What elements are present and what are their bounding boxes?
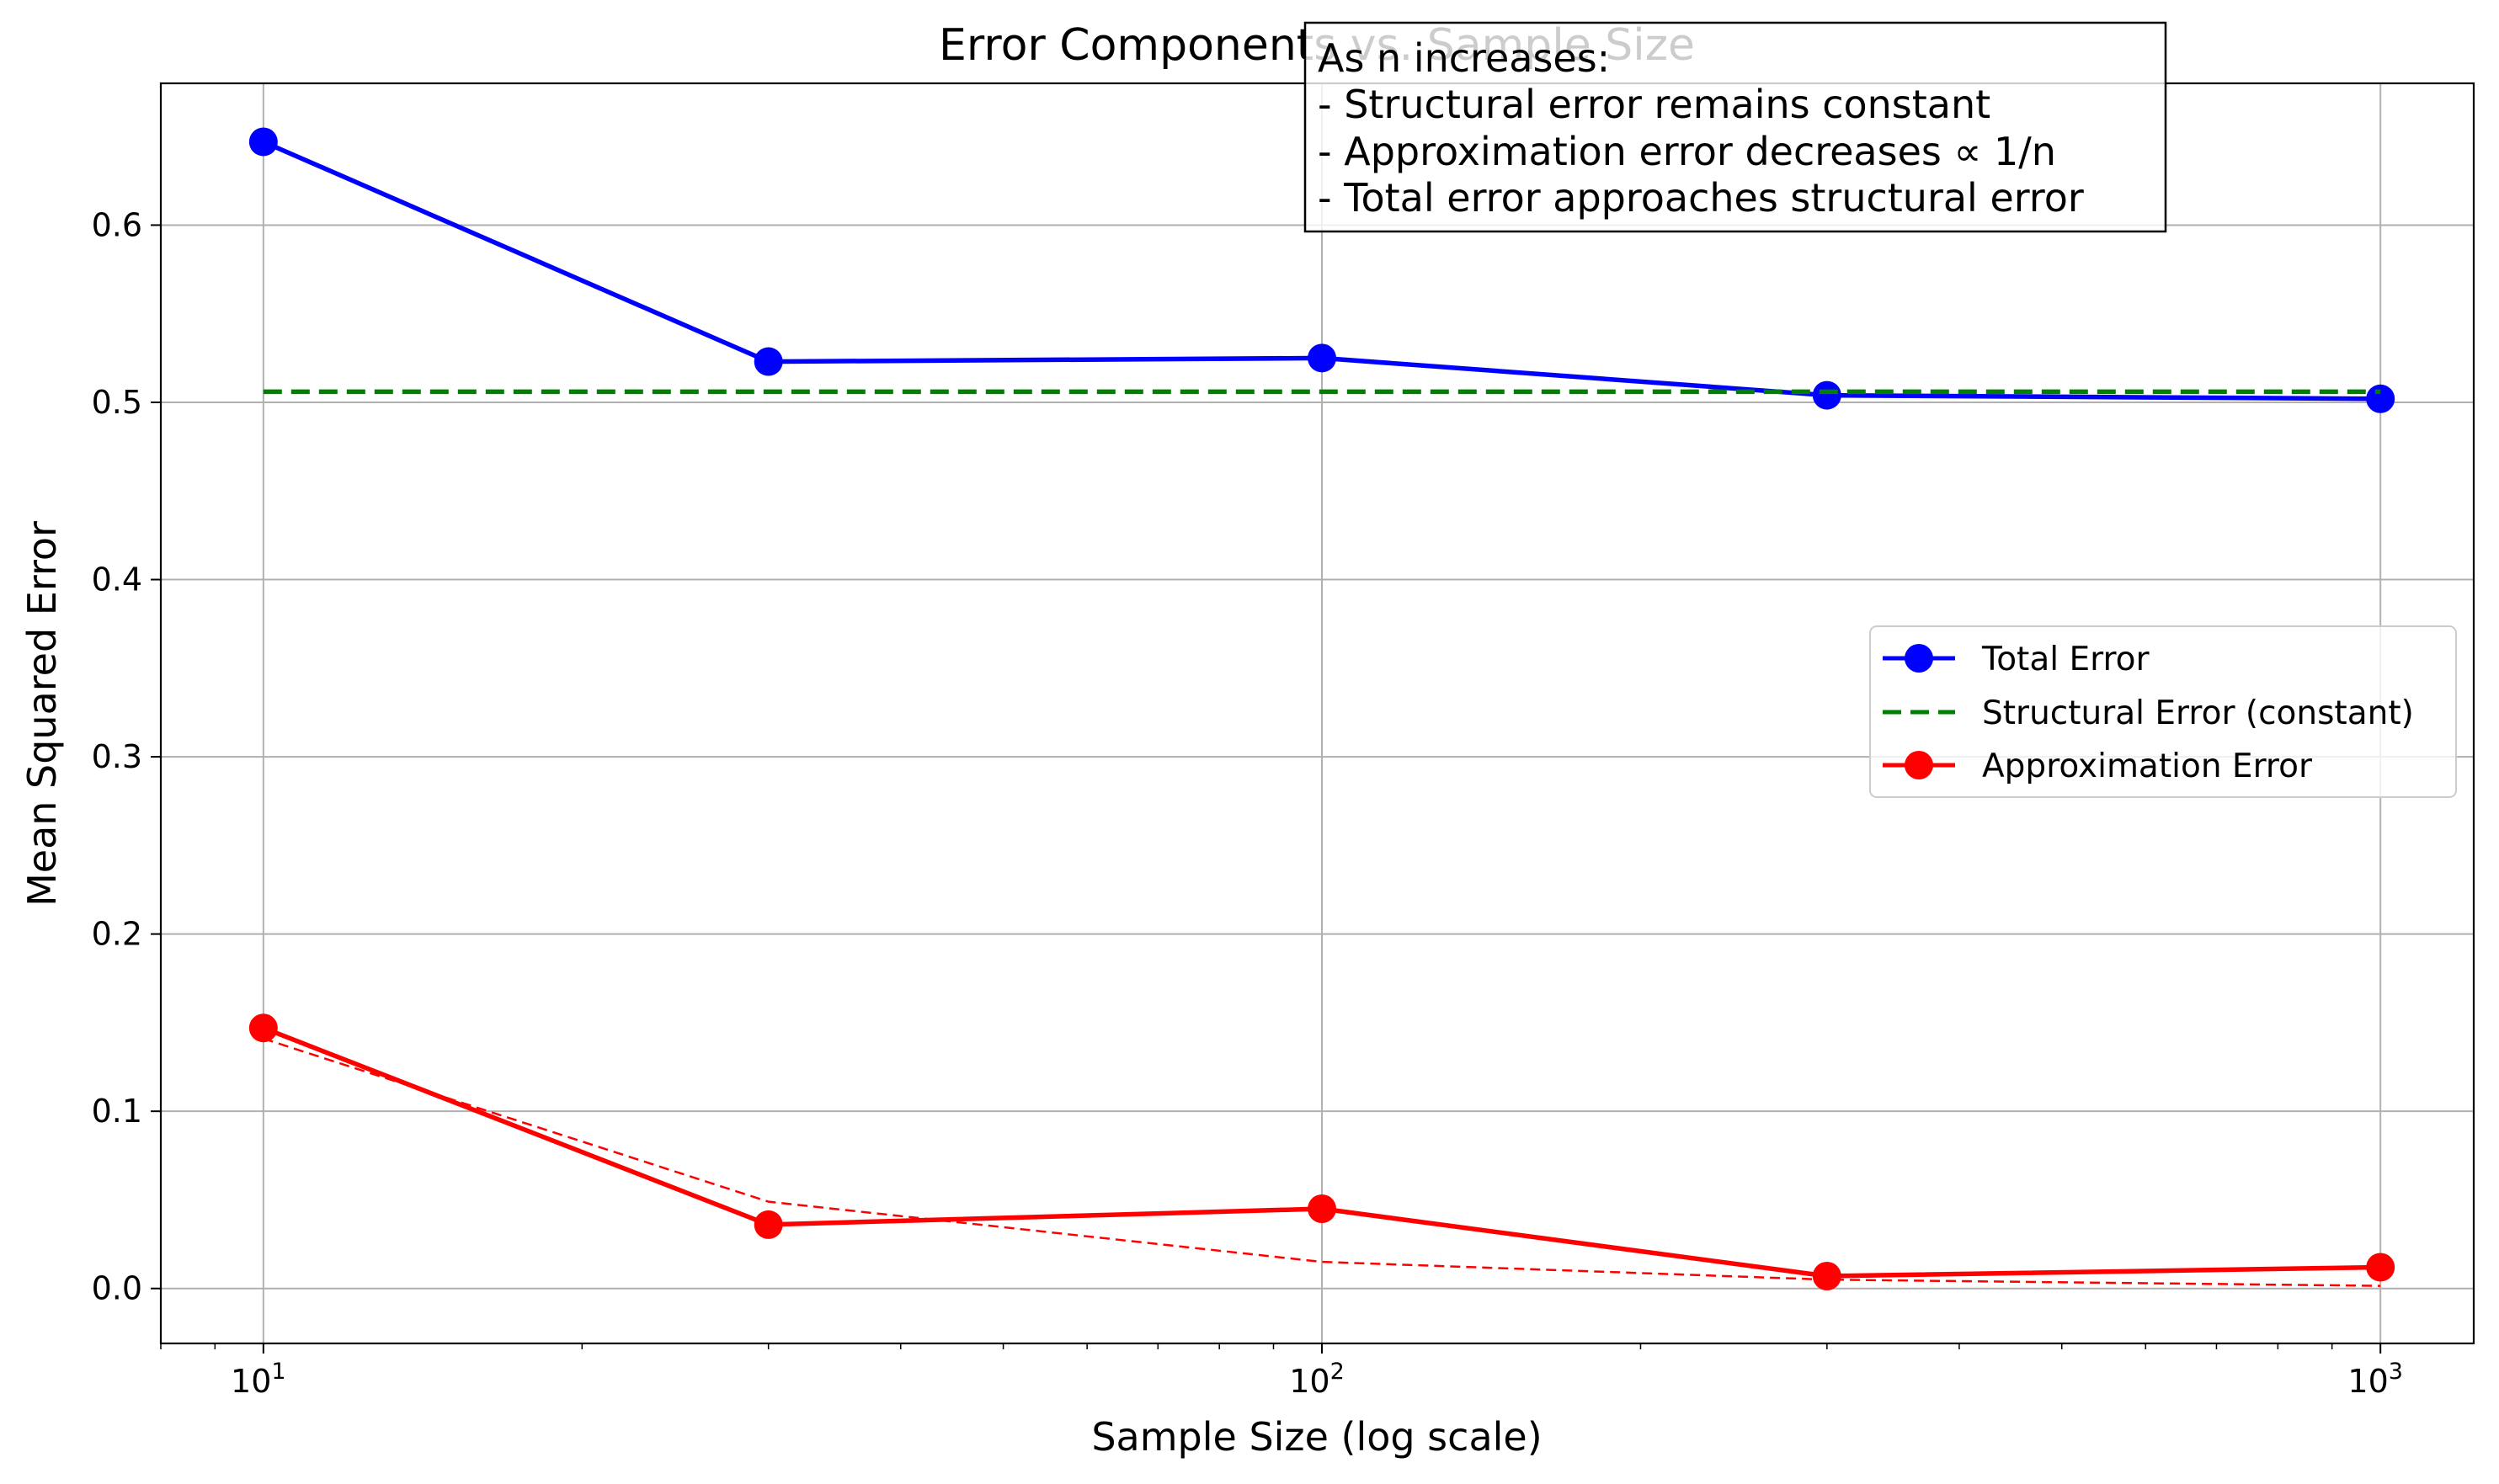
legend-item-structural-error: Structural Error (constant) xyxy=(1883,694,2414,732)
legend-marker-approximation-error xyxy=(1905,751,1933,779)
data-point-approximation-error xyxy=(1308,1194,1337,1223)
legend-marker-total-error xyxy=(1905,644,1933,673)
data-point-approximation-error xyxy=(2366,1253,2395,1282)
annotation-line: As n increases: xyxy=(1318,35,1610,81)
annotation-line: - Total error approaches structural erro… xyxy=(1318,175,2084,221)
y-tick-label: 0.2 xyxy=(92,916,142,953)
data-point-total-error xyxy=(754,347,783,376)
data-point-approximation-error xyxy=(754,1210,783,1239)
data-point-total-error xyxy=(1812,380,1841,410)
legend-item-total-error: Total Error xyxy=(1883,641,2150,678)
x-axis-label: Sample Size (log scale) xyxy=(1091,1414,1542,1460)
x-tick-label: 103 xyxy=(2347,1359,2403,1400)
y-tick-label: 0.1 xyxy=(92,1093,142,1130)
legend-label-structural-error: Structural Error (constant) xyxy=(1982,694,2414,732)
annotation-line: - Approximation error decreases ∝ 1/n xyxy=(1318,129,2056,174)
legend-label-total-error: Total Error xyxy=(1981,641,2150,678)
data-point-approximation-error xyxy=(1812,1261,1841,1290)
legend-frame xyxy=(1869,625,2457,798)
data-point-approximation-error xyxy=(248,1013,278,1043)
annotation-box: As n increases: - Structural error remai… xyxy=(1303,21,2167,233)
y-tick-label: 0.0 xyxy=(92,1270,142,1307)
series-layer xyxy=(248,127,2395,1290)
series-line-1-n-reference xyxy=(263,1037,2381,1287)
legend: Total Error Structural Error (constant) … xyxy=(1869,625,2457,798)
y-tick-label: 0.3 xyxy=(92,738,142,775)
annotation-line: - Structural error remains constant xyxy=(1318,82,1990,127)
legend-item-approximation-error: Approximation Error xyxy=(1883,747,2313,785)
y-tick-label: 0.5 xyxy=(92,384,142,421)
annotation-frame xyxy=(1303,21,2167,233)
data-point-total-error xyxy=(2366,384,2395,413)
legend-label-approximation-error: Approximation Error xyxy=(1982,747,2313,785)
data-point-total-error xyxy=(1308,343,1337,373)
y-tick-label: 0.4 xyxy=(92,561,142,598)
y-tick-label: 0.6 xyxy=(92,206,142,243)
data-point-total-error xyxy=(248,127,278,157)
y-axis-label: Mean Squared Error xyxy=(19,521,65,907)
